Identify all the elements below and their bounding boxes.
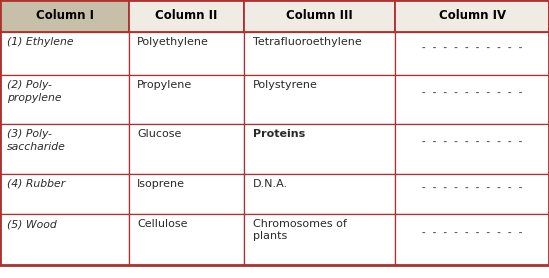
Bar — [129, 174, 244, 214]
Bar — [129, 75, 244, 124]
Text: Glucose: Glucose — [137, 129, 182, 139]
Text: Column III: Column III — [287, 9, 353, 23]
Text: - - - - - - - - - -: - - - - - - - - - - — [421, 228, 523, 237]
Text: - - - - - - - - - -: - - - - - - - - - - — [421, 183, 523, 192]
Text: Column IV: Column IV — [439, 9, 506, 23]
Bar — [129, 0, 244, 32]
Bar — [395, 0, 549, 32]
Bar — [244, 214, 395, 265]
Bar — [129, 214, 244, 265]
Text: - - - - - - - - - -: - - - - - - - - - - — [421, 137, 523, 146]
Text: (2) Poly-
propylene: (2) Poly- propylene — [7, 80, 61, 103]
Bar — [129, 124, 244, 174]
Text: Chromosomes of
plants: Chromosomes of plants — [253, 219, 346, 242]
Bar — [244, 174, 395, 214]
Bar — [244, 75, 395, 124]
Text: (5) Wood: (5) Wood — [7, 219, 57, 229]
Text: Proteins: Proteins — [253, 129, 305, 139]
Text: (3) Poly-
saccharide: (3) Poly- saccharide — [7, 129, 65, 152]
Text: D.N.A.: D.N.A. — [253, 179, 288, 189]
Text: Cellulose: Cellulose — [137, 219, 188, 229]
Text: Polystyrene: Polystyrene — [253, 80, 317, 90]
Bar — [0, 75, 129, 124]
Text: - - - - - - - - - -: - - - - - - - - - - — [421, 43, 523, 51]
Bar — [0, 0, 129, 32]
Bar — [244, 0, 395, 32]
Text: Column II: Column II — [155, 9, 218, 23]
Bar — [0, 174, 129, 214]
Bar — [0, 124, 129, 174]
Text: - - - - - - - - - -: - - - - - - - - - - — [421, 88, 523, 96]
Bar — [395, 174, 549, 214]
Text: Polyethylene: Polyethylene — [137, 37, 209, 47]
Bar — [129, 32, 244, 75]
Text: Propylene: Propylene — [137, 80, 193, 90]
Bar — [244, 32, 395, 75]
Bar — [0, 32, 129, 75]
Bar — [0, 214, 129, 265]
Text: (4) Rubber: (4) Rubber — [7, 179, 65, 189]
Bar — [395, 124, 549, 174]
Bar — [395, 214, 549, 265]
Bar — [395, 32, 549, 75]
Text: Column I: Column I — [36, 9, 93, 23]
Text: (1) Ethylene: (1) Ethylene — [7, 37, 73, 47]
Text: Isoprene: Isoprene — [137, 179, 185, 189]
Bar — [395, 75, 549, 124]
Text: Tetrafluoroethylene: Tetrafluoroethylene — [253, 37, 361, 47]
Bar — [244, 124, 395, 174]
